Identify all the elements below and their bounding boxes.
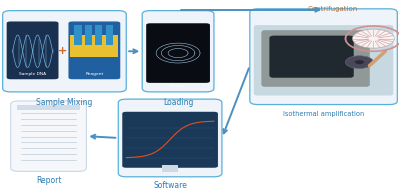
Bar [85, 25, 92, 36]
Text: Loading: Loading [163, 98, 193, 107]
Text: Software: Software [153, 181, 187, 190]
Bar [74, 34, 82, 45]
FancyBboxPatch shape [3, 11, 126, 92]
FancyBboxPatch shape [254, 25, 393, 96]
FancyArrowPatch shape [91, 135, 116, 139]
Text: Centrifugation: Centrifugation [308, 6, 358, 12]
FancyArrowPatch shape [129, 49, 137, 53]
FancyBboxPatch shape [122, 112, 218, 168]
FancyBboxPatch shape [68, 21, 120, 79]
Circle shape [346, 56, 373, 68]
Bar [95, 34, 102, 45]
Bar [162, 165, 178, 172]
Text: Reagent: Reagent [85, 72, 104, 76]
FancyBboxPatch shape [142, 11, 214, 92]
Bar [17, 105, 80, 110]
FancyBboxPatch shape [7, 21, 58, 79]
Text: Biochip: Biochip [170, 84, 186, 88]
FancyBboxPatch shape [262, 31, 370, 87]
Text: Isothermal amplification: Isothermal amplification [283, 111, 364, 117]
Bar [106, 34, 113, 45]
Bar [70, 35, 118, 57]
Bar [95, 25, 102, 36]
Text: Sample Mixing: Sample Mixing [36, 98, 93, 107]
FancyBboxPatch shape [270, 36, 354, 78]
Circle shape [352, 29, 394, 48]
Bar [85, 34, 92, 45]
FancyArrowPatch shape [223, 68, 249, 133]
FancyBboxPatch shape [146, 23, 210, 83]
Bar [106, 25, 113, 36]
Bar [74, 25, 82, 36]
FancyBboxPatch shape [11, 101, 86, 171]
FancyBboxPatch shape [250, 9, 397, 104]
Text: Sample DNA: Sample DNA [19, 72, 46, 76]
Text: Report: Report [36, 176, 61, 185]
Circle shape [355, 60, 364, 64]
FancyBboxPatch shape [118, 99, 222, 177]
Text: +: + [58, 46, 67, 56]
